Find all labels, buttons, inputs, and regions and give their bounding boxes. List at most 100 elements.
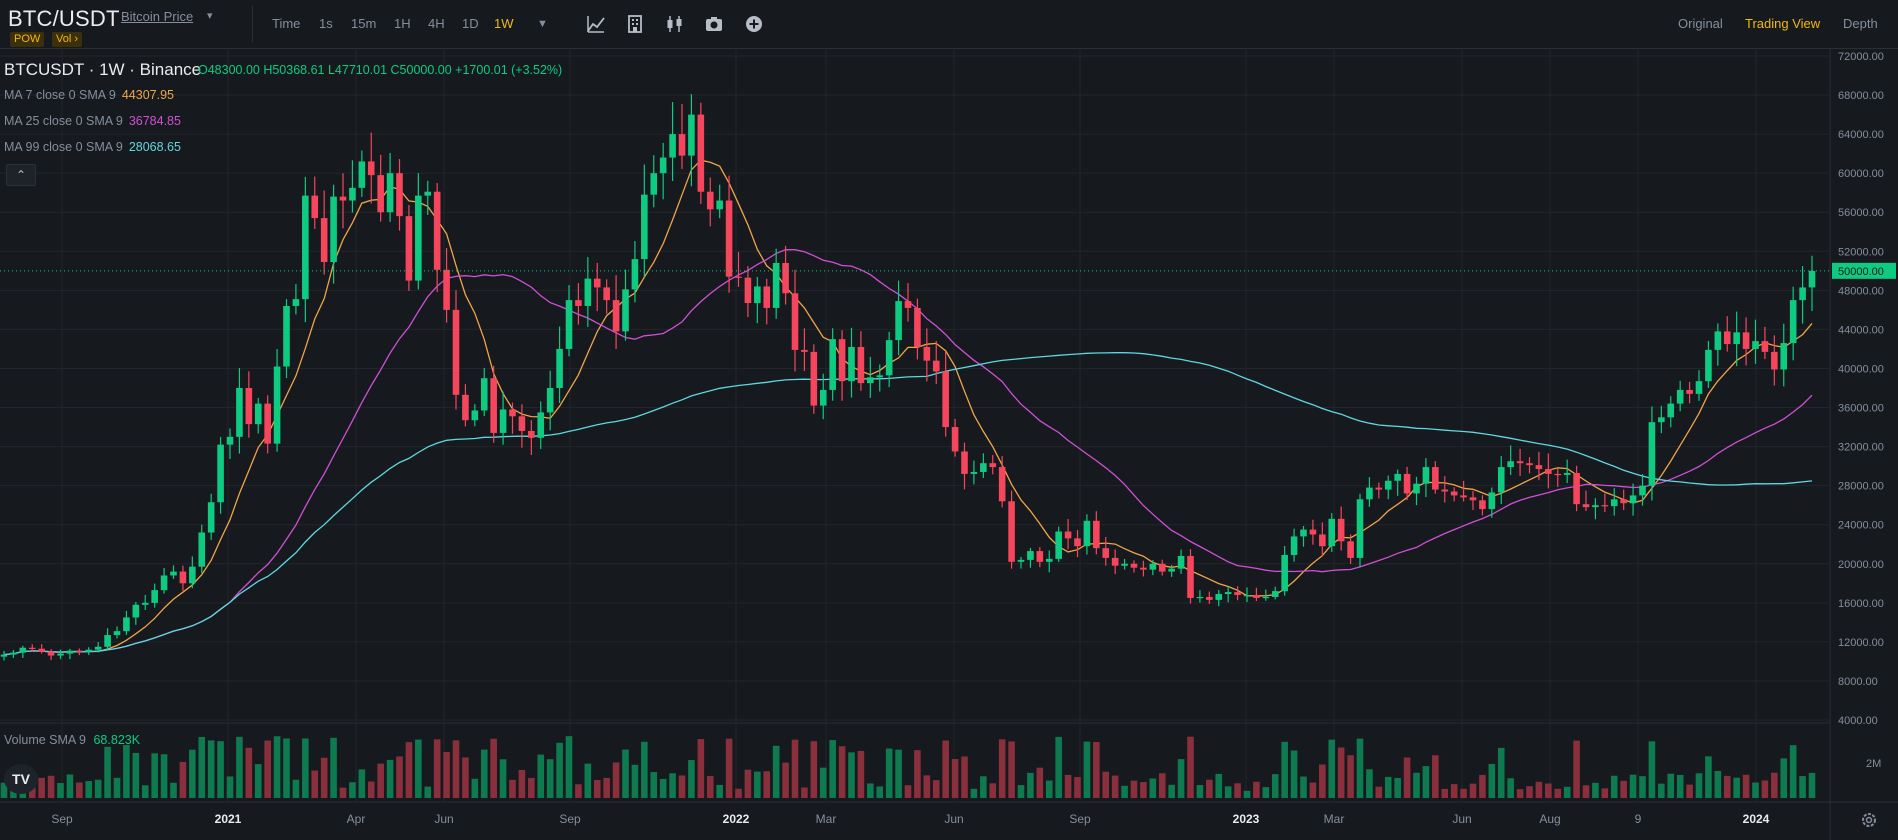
candle-type-icon[interactable] bbox=[664, 13, 686, 35]
volume-bar bbox=[1300, 776, 1307, 798]
timeframe-15m[interactable]: 15m bbox=[351, 16, 377, 31]
candle-body bbox=[970, 471, 978, 474]
candle-body bbox=[471, 410, 479, 421]
indicator-icon[interactable] bbox=[585, 13, 607, 35]
add-icon[interactable] bbox=[743, 13, 765, 35]
symbol-title[interactable]: BTC/USDT bbox=[8, 6, 120, 31]
volume-bar bbox=[38, 777, 45, 798]
ma7-label: MA 7 close 0 SMA 9 bbox=[4, 88, 116, 102]
volume-bar bbox=[189, 749, 196, 798]
volume-bar bbox=[367, 781, 375, 798]
timeframe-4h[interactable]: 4H bbox=[428, 16, 445, 31]
ma99-value: 28068.65 bbox=[128, 140, 181, 154]
volume-bar bbox=[424, 786, 432, 798]
volume-bar bbox=[697, 739, 705, 798]
candle-body bbox=[1111, 557, 1119, 566]
candle-body bbox=[499, 409, 507, 433]
volume-bar bbox=[1017, 785, 1025, 798]
candle-body bbox=[782, 263, 789, 294]
layout-icon[interactable] bbox=[624, 13, 646, 35]
timeframe-time[interactable]: Time bbox=[272, 16, 301, 31]
candle-body bbox=[1526, 463, 1533, 466]
volume-bar bbox=[123, 745, 130, 798]
candle-body bbox=[57, 653, 64, 656]
candle-body bbox=[509, 409, 516, 417]
timeframe-1w[interactable]: 1W bbox=[494, 16, 514, 31]
legend-collapse-button[interactable]: ⌃ bbox=[6, 164, 36, 186]
vol-badge[interactable]: Vol › bbox=[52, 32, 83, 47]
volume-bar bbox=[1601, 788, 1609, 798]
volume-bar bbox=[650, 772, 658, 798]
volume-bar bbox=[1140, 782, 1147, 798]
candle-body bbox=[951, 427, 959, 452]
candle-body bbox=[565, 300, 573, 349]
candle-body bbox=[1177, 555, 1185, 569]
candle-body bbox=[170, 571, 177, 576]
price-tick-label: 32000.00 bbox=[1838, 442, 1884, 454]
ma25-value: 36784.85 bbox=[128, 114, 181, 128]
volume-bar bbox=[575, 784, 582, 798]
candle-body bbox=[829, 339, 836, 390]
candle-body bbox=[584, 278, 592, 306]
candle-body bbox=[386, 173, 394, 213]
candle-body bbox=[641, 194, 648, 260]
price-tick-label: 52000.00 bbox=[1838, 246, 1884, 258]
timeframe-1s[interactable]: 1s bbox=[319, 16, 333, 31]
timeframe-more-chevron-icon[interactable]: ▼ bbox=[537, 18, 548, 30]
camera-icon[interactable] bbox=[703, 13, 725, 35]
candle-body bbox=[151, 590, 158, 603]
view-original[interactable]: Original bbox=[1678, 16, 1723, 31]
candle-body bbox=[1592, 505, 1599, 508]
candle-body bbox=[1620, 499, 1627, 504]
volume-bar bbox=[1130, 780, 1138, 798]
gear-icon[interactable] bbox=[1858, 809, 1880, 831]
candle-body bbox=[198, 532, 206, 567]
volume-bar bbox=[1149, 778, 1157, 798]
chevron-down-icon[interactable]: ▾ bbox=[207, 10, 213, 22]
volume-bar bbox=[1111, 775, 1119, 798]
candle-body bbox=[528, 430, 535, 438]
volume-bar bbox=[236, 736, 243, 798]
volume-bar bbox=[1356, 738, 1364, 798]
candle-body bbox=[207, 502, 215, 533]
legend-title: BTCUSDT · 1W · Binance bbox=[4, 60, 202, 79]
volume-bar bbox=[1582, 785, 1590, 798]
timeframe-1d[interactable]: 1D bbox=[462, 16, 479, 31]
toolbar-divider bbox=[252, 6, 253, 42]
candle-body bbox=[1017, 559, 1025, 562]
tradingview-logo[interactable]: TV bbox=[4, 764, 38, 794]
volume-bar bbox=[396, 756, 403, 798]
candle-body bbox=[772, 263, 780, 308]
candle-body bbox=[236, 388, 243, 437]
volume-bar bbox=[1516, 789, 1524, 798]
candle-body bbox=[462, 394, 469, 421]
candle-body bbox=[1149, 563, 1157, 570]
candle-body bbox=[876, 375, 884, 378]
candle-body bbox=[914, 307, 921, 347]
ma99-label: MA 99 close 0 SMA 9 bbox=[4, 140, 123, 154]
candle-body bbox=[1629, 495, 1637, 504]
volume-bar bbox=[612, 762, 620, 798]
candle-body bbox=[650, 173, 658, 195]
price-tick-label: 40000.00 bbox=[1838, 363, 1884, 375]
price-tick-label: 24000.00 bbox=[1838, 520, 1884, 532]
volume-bar bbox=[1328, 739, 1336, 798]
view-depth[interactable]: Depth bbox=[1843, 16, 1878, 31]
volume-bar bbox=[311, 770, 319, 798]
volume-bar bbox=[480, 749, 488, 798]
timeframe-1h[interactable]: 1H bbox=[394, 16, 411, 31]
volume-bar bbox=[848, 752, 855, 798]
pow-badge[interactable]: POW bbox=[10, 32, 45, 47]
volume-bar bbox=[1488, 763, 1496, 798]
volume-bar bbox=[1234, 783, 1241, 798]
asset-info-link[interactable]: Bitcoin Price bbox=[121, 9, 194, 24]
volume-bar bbox=[1771, 772, 1778, 798]
candle-body bbox=[744, 277, 752, 304]
candle-body bbox=[1507, 461, 1514, 468]
candle-body bbox=[942, 371, 949, 428]
price-tick-label: 64000.00 bbox=[1838, 129, 1884, 141]
candle-body bbox=[85, 649, 93, 652]
candle-body bbox=[1243, 595, 1251, 597]
view-trading-view[interactable]: Trading View bbox=[1745, 16, 1821, 31]
price-chart[interactable]: 72000.00 68000.00 64000.00 60000.00 56000.00… bbox=[0, 48, 1898, 840]
